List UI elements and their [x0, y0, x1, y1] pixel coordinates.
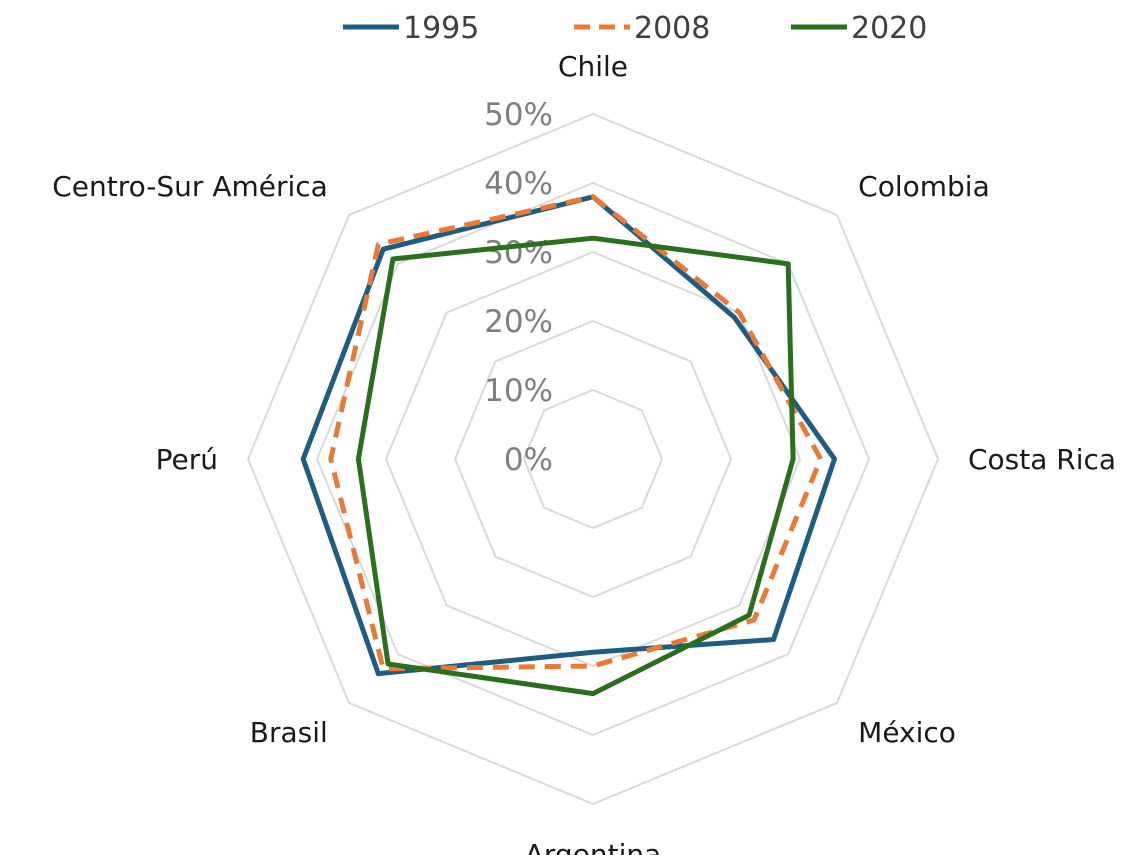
grid-ring: [455, 321, 731, 597]
legend-item-2020: 2020: [791, 11, 927, 46]
legend-label: 2008: [634, 11, 710, 46]
category-label: Argentina: [525, 838, 662, 855]
radial-tick-label: 30%: [484, 235, 553, 271]
data-series: [303, 197, 834, 694]
legend-label: 1995: [403, 11, 479, 46]
radial-tick-label: 10%: [484, 373, 553, 409]
legend-label: 2020: [851, 11, 927, 46]
category-labels: Chile Colombia Costa Rica México Argentina Br…: [52, 50, 1116, 855]
series-line-2008: [331, 197, 821, 669]
category-label: Colombia: [858, 170, 990, 203]
category-label: Chile: [558, 50, 628, 83]
category-label: Perú: [156, 443, 218, 476]
category-label: Centro-Sur América: [52, 170, 328, 203]
legend: 1995 2008 2020: [343, 11, 927, 46]
radial-tick-label: 50%: [484, 97, 553, 133]
legend-item-1995: 1995: [343, 11, 479, 46]
category-label: Costa Rica: [968, 443, 1116, 476]
category-label: México: [858, 716, 956, 749]
legend-item-2008: 2008: [574, 11, 710, 46]
category-label: Brasil: [250, 716, 328, 749]
radial-tick-label: 0%: [504, 442, 553, 478]
radial-tick-label: 40%: [484, 166, 553, 202]
radial-tick-label: 20%: [484, 304, 553, 340]
